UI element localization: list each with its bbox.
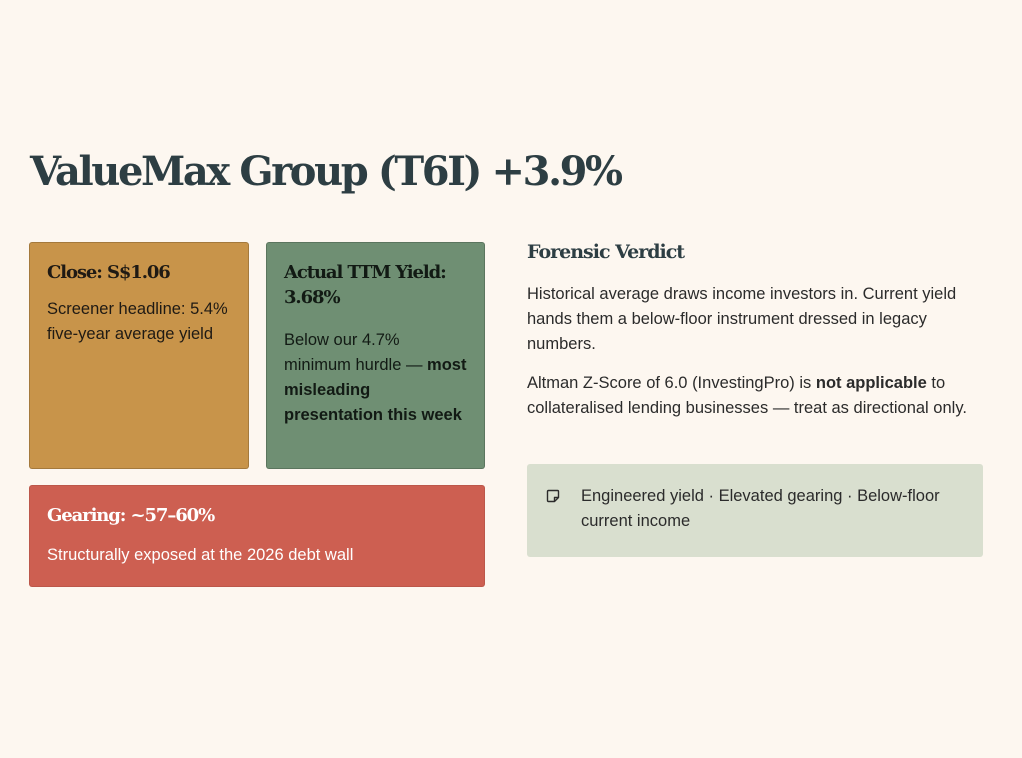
page-title: ValueMax Group (T6I) +3.9% — [30, 148, 623, 195]
gearing-card: Gearing: ~57–60% Structurally exposed at… — [29, 485, 485, 587]
sticky-note-icon — [546, 489, 560, 503]
close-price-body: Screener headline: 5.4% five-year averag… — [47, 300, 228, 343]
ttm-yield-body-emphasis: most misleading presentation this week — [284, 356, 467, 424]
close-price-card: Close: S$1.06 Screener headline: 5.4% fi… — [29, 242, 249, 469]
ttm-yield-title: Actual TTM Yield: 3.68% — [284, 262, 447, 308]
ttm-yield-body-text: Below our 4.7% minimum hurdle — — [284, 331, 428, 374]
verdict-paragraph-1: Historical average draws income investor… — [527, 285, 957, 353]
ttm-yield-card: Actual TTM Yield: 3.68% Below our 4.7% m… — [266, 242, 485, 469]
verdict-paragraph-2-prefix: Altman Z-Score of 6.0 (InvestingPro) is — [527, 374, 816, 392]
ttm-yield-body: Below our 4.7% minimum hurdle — most mis… — [284, 328, 467, 428]
verdict-paragraph-2-emphasis: not applicable — [815, 374, 927, 392]
gearing-title: Gearing: ~57–60% — [47, 505, 215, 526]
close-price-title: Close: S$1.06 — [47, 262, 171, 283]
verdict-note: Engineered yield · Elevated gearing · Be… — [527, 464, 983, 557]
gearing-body: Structurally exposed at the 2026 debt wa… — [47, 546, 354, 564]
verdict-title: Forensic Verdict — [527, 241, 685, 263]
verdict-paragraph-2-suffix: to collateralised lending businesses — t… — [527, 374, 967, 417]
verdict-paragraph-2: Altman Z-Score of 6.0 (InvestingPro) is … — [527, 371, 987, 421]
verdict-note-text: Engineered yield · Elevated gearing · Be… — [581, 487, 940, 530]
